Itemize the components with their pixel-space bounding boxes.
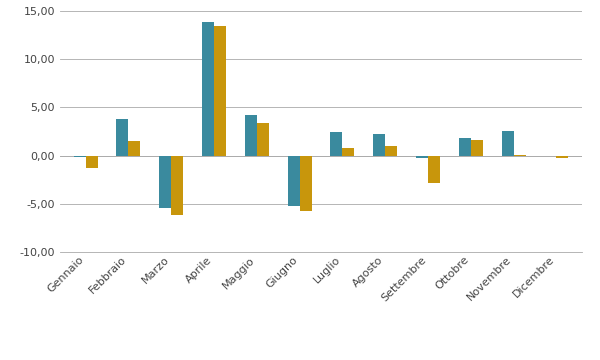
Bar [128, 141, 140, 156]
Bar [416, 156, 428, 158]
Bar [74, 156, 86, 157]
Bar [471, 140, 483, 156]
Bar [556, 156, 568, 158]
Bar [331, 132, 343, 156]
Bar [287, 156, 299, 206]
Bar [514, 154, 526, 156]
Bar [171, 156, 183, 215]
Bar [86, 156, 98, 168]
Bar [343, 148, 355, 156]
Bar [502, 131, 514, 156]
Bar [459, 138, 471, 156]
Bar [544, 156, 556, 157]
Bar [385, 146, 397, 156]
Bar [202, 22, 214, 156]
Bar [214, 26, 226, 156]
Bar [245, 115, 257, 156]
Bar [116, 119, 128, 156]
Bar [299, 156, 311, 211]
Bar [159, 156, 171, 208]
Bar [373, 134, 385, 156]
Bar [428, 156, 440, 183]
Bar [257, 123, 269, 156]
